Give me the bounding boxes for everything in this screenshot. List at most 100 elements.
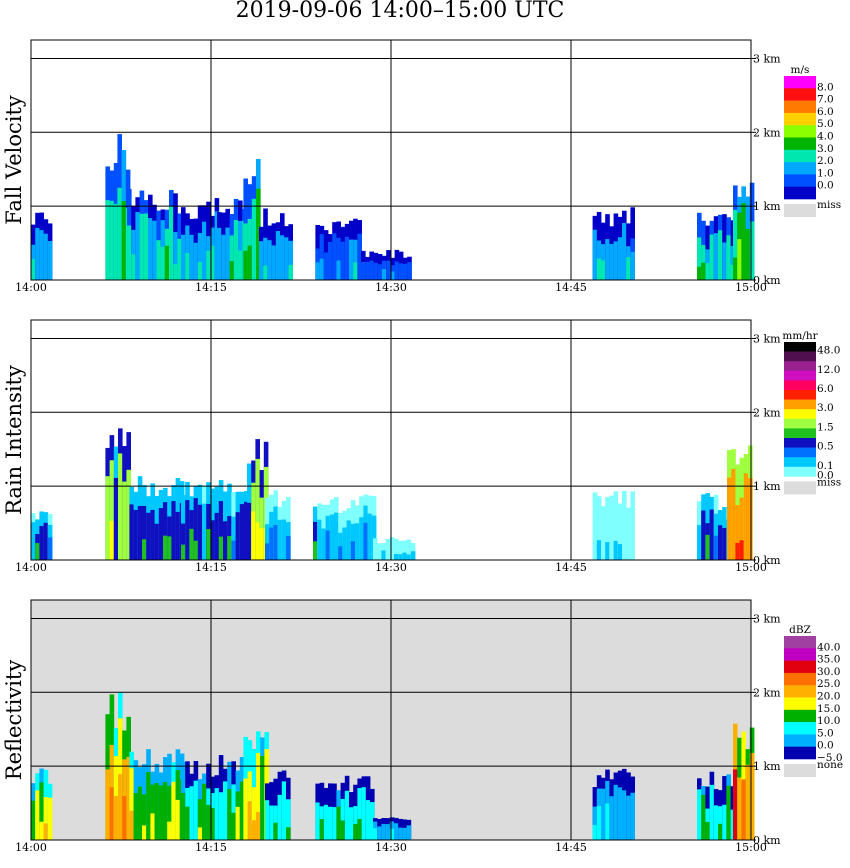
echo-cell xyxy=(171,781,176,840)
echo-cell xyxy=(133,793,139,840)
echo-cell xyxy=(31,522,36,560)
echo-cell xyxy=(336,260,341,280)
legend-swatch xyxy=(784,418,816,429)
echo-cell xyxy=(150,509,155,560)
echo-cell xyxy=(193,242,199,280)
echo-cell xyxy=(359,517,364,560)
echo-cell xyxy=(129,810,134,840)
echo-cell xyxy=(350,541,356,560)
echo-cell xyxy=(244,501,249,560)
echo-cell xyxy=(197,232,203,280)
echo-cell xyxy=(398,827,403,840)
echo-cell xyxy=(735,505,740,560)
y-tick-label: 2 km xyxy=(753,686,781,699)
echo-cell xyxy=(231,812,236,840)
echo-cell xyxy=(121,200,127,280)
echo-cell xyxy=(739,540,745,560)
legend-label: 5.0 xyxy=(817,118,834,130)
legend-swatch xyxy=(784,447,816,458)
echo-cell xyxy=(334,512,339,560)
echo-cell xyxy=(118,453,123,560)
echo-cell xyxy=(622,790,627,840)
echo-cell xyxy=(43,797,49,840)
echo-cell xyxy=(730,245,736,280)
echo-cell xyxy=(622,511,627,560)
echo-cell xyxy=(743,473,749,560)
echo-cell xyxy=(218,501,224,560)
echo-cell xyxy=(410,551,416,560)
x-tick-label: 14:45 xyxy=(555,561,587,574)
echo-cell xyxy=(202,503,207,560)
legend-miss-swatch xyxy=(784,764,816,777)
echo-cell xyxy=(340,241,346,280)
echo-cell xyxy=(163,502,168,560)
echo-cell xyxy=(137,786,143,840)
echo-cell xyxy=(313,541,318,560)
echo-cell xyxy=(259,241,264,280)
x-tick-label: 15:00 xyxy=(735,561,767,574)
echo-cell xyxy=(113,795,119,840)
echo-cell xyxy=(722,242,727,280)
legend-label: 2.0 xyxy=(817,155,834,167)
echo-cell xyxy=(605,239,610,280)
legend-swatch xyxy=(784,186,816,200)
echo-cell xyxy=(271,245,277,280)
echo-cell xyxy=(718,525,723,560)
legend-swatch xyxy=(784,100,816,114)
echo-cell xyxy=(206,250,211,280)
echo-cell xyxy=(353,239,358,280)
echo-cell xyxy=(193,780,199,840)
echo-cell xyxy=(142,539,147,560)
echo-cell xyxy=(197,261,203,280)
echo-cell xyxy=(630,251,635,280)
legend-label: 0.0 xyxy=(817,469,834,481)
echo-cell xyxy=(210,245,215,280)
legend-label: 0.1 xyxy=(817,460,834,472)
y-tick-label: 0 km xyxy=(753,554,781,567)
echo-cell xyxy=(231,516,236,560)
echo-cell xyxy=(336,806,341,840)
echo-cell xyxy=(247,801,253,840)
echo-cell xyxy=(377,547,382,560)
echo-cell xyxy=(273,822,278,840)
echo-cell xyxy=(239,781,245,840)
echo-cell xyxy=(35,790,40,840)
echo-cell xyxy=(202,783,207,840)
echo-cell xyxy=(601,788,606,840)
x-tick-label: 14:00 xyxy=(15,561,47,574)
echo-cell xyxy=(43,233,49,280)
legend-swatch xyxy=(784,636,816,649)
echo-cell xyxy=(131,254,136,280)
echo-cell xyxy=(251,511,256,560)
legend-swatch xyxy=(784,370,816,381)
echo-cell xyxy=(235,806,241,840)
x-tick-label: 14:15 xyxy=(195,281,227,294)
echo-cell xyxy=(181,234,186,280)
echo-cell xyxy=(260,755,265,840)
echo-cell xyxy=(718,806,723,840)
echo-cell xyxy=(373,543,378,560)
x-tick-label: 14:45 xyxy=(555,281,587,294)
echo-cell xyxy=(150,813,155,840)
echo-cell xyxy=(385,542,391,560)
echo-cell xyxy=(154,783,160,840)
echo-cell xyxy=(185,500,190,560)
echo-cell xyxy=(185,225,190,280)
echo-cell xyxy=(626,257,631,280)
chart-title: 2019-09-06 14:00–15:00 UTC xyxy=(235,0,565,23)
y-tick-label: 2 km xyxy=(753,126,781,139)
echo-cell xyxy=(741,202,746,280)
echo-cell xyxy=(398,263,404,280)
echo-cell xyxy=(243,778,248,840)
echo-cell xyxy=(361,261,366,280)
legend-swatch xyxy=(784,409,816,420)
echo-cell xyxy=(596,805,602,840)
echo-cell xyxy=(163,535,168,560)
echo-cell xyxy=(280,235,285,280)
echo-cell xyxy=(281,781,287,840)
echo-cell xyxy=(214,788,220,840)
y-tick-label: 1 km xyxy=(753,760,781,773)
echo-cell xyxy=(202,221,207,280)
echo-cell xyxy=(605,507,610,560)
echo-cell xyxy=(617,787,623,840)
